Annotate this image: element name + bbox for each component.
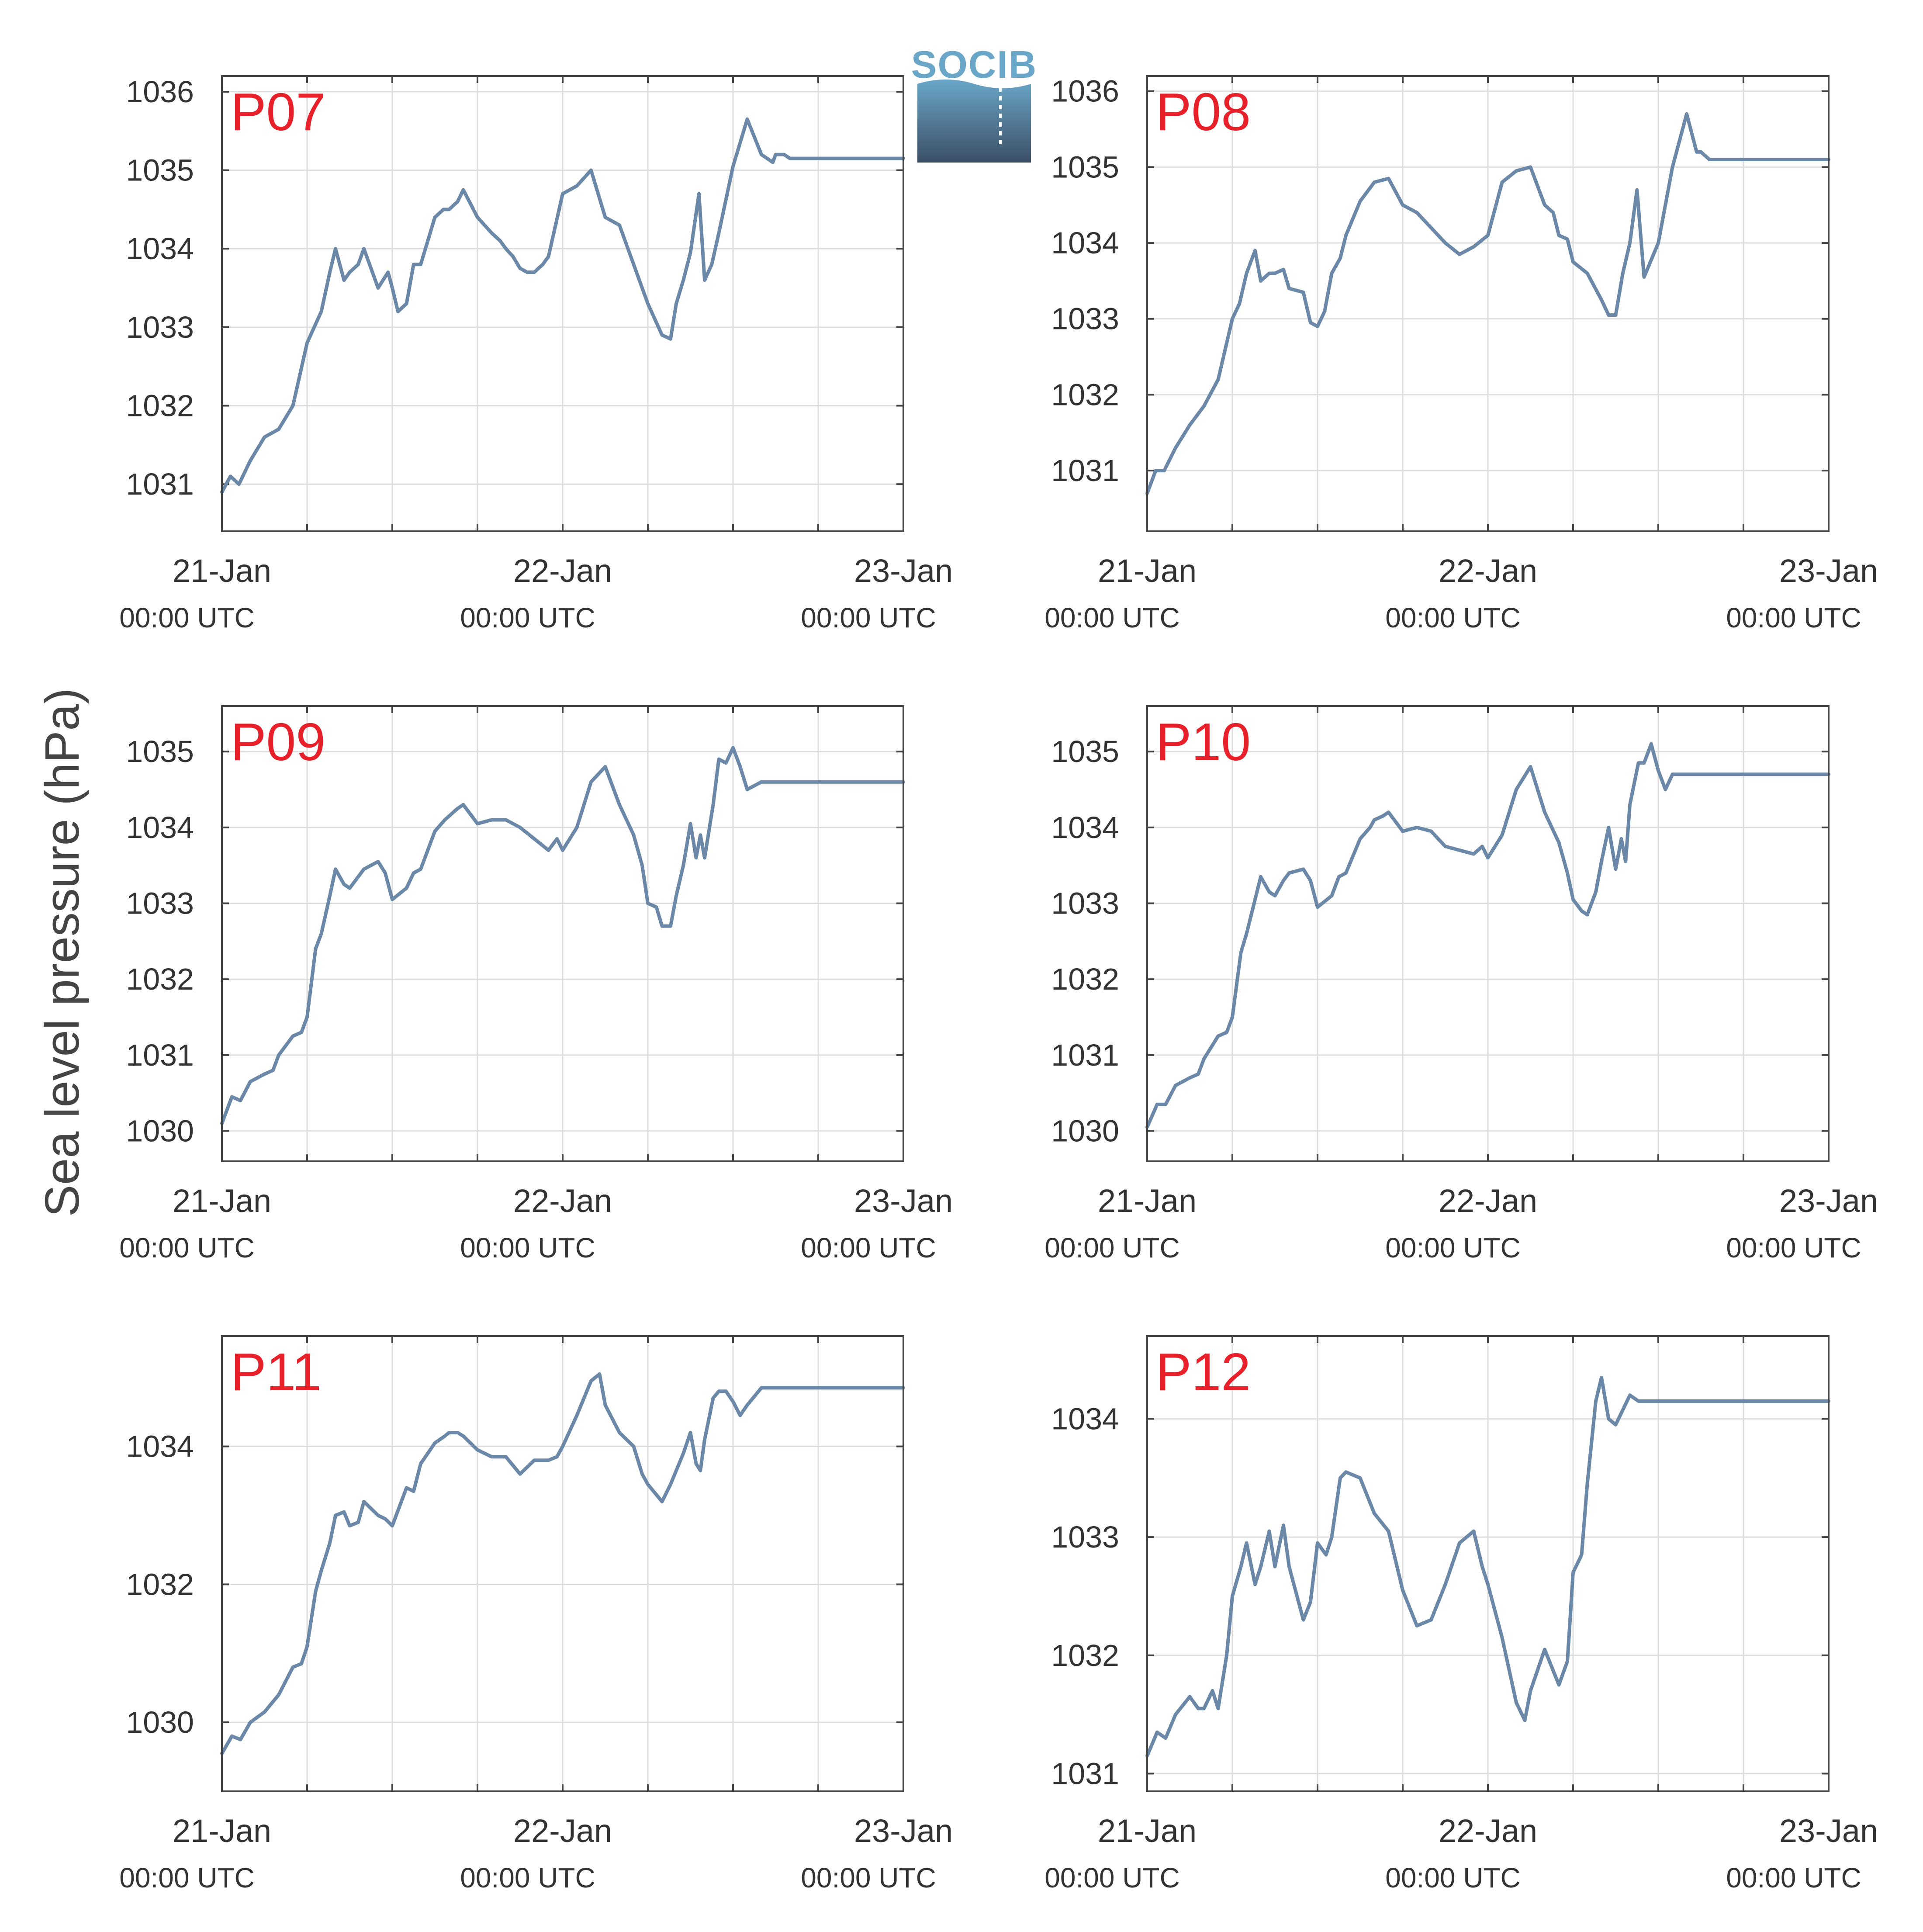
y-tick-label: 1034 [1051, 1402, 1119, 1436]
x-tick-date-label: 23-Jan [854, 553, 953, 589]
x-tick-date-label: 22-Jan [513, 1813, 612, 1849]
y-tick-label: 1032 [1051, 377, 1119, 412]
y-tick-label: 1033 [1051, 302, 1119, 336]
y-tick-label: 1035 [1051, 734, 1119, 769]
x-tick-time-label: 00:00 UTC [119, 602, 254, 634]
y-tick-label: 1032 [126, 1567, 194, 1601]
y-tick-label: 1035 [1051, 150, 1119, 184]
y-tick-label: 1031 [126, 467, 194, 501]
x-tick-time-label: 00:00 UTC [119, 1232, 254, 1264]
y-tick-label: 1034 [1051, 810, 1119, 845]
station-label: P12 [1156, 1342, 1251, 1402]
y-tick-label: 1036 [1051, 74, 1119, 108]
pressure-series-line [220, 1372, 905, 1755]
station-label: P09 [231, 712, 325, 772]
x-tick-time-label: 00:00 UTC [119, 1862, 254, 1894]
x-tick-time-label: 00:00 UTC [1385, 602, 1520, 634]
y-tick-label: 1034 [126, 810, 194, 845]
y-tick-label: 1033 [126, 310, 194, 344]
y-tick-label: 1036 [126, 75, 194, 109]
x-tick-date-label: 21-Jan [173, 553, 271, 589]
x-tick-date-label: 21-Jan [1098, 553, 1197, 589]
panel-p07: 1031 1032 1033 1034 1035 1036 P07 21-Jan 00:00 U… [119, 75, 953, 634]
y-tick-label: 1030 [1051, 1114, 1119, 1148]
station-label: P11 [231, 1342, 322, 1402]
y-axis-label: Sea level pressure (hPa) [35, 688, 89, 1217]
axes-frame [221, 705, 904, 1162]
x-tick-date-label: 23-Jan [854, 1183, 953, 1219]
x-tick-date-label: 23-Jan [1779, 1183, 1878, 1219]
y-tick-label: 1033 [1051, 1520, 1119, 1554]
x-tick-time-label: 00:00 UTC [801, 1862, 936, 1894]
socib-logo: SOCIB [911, 43, 1038, 163]
y-tick-label: 1033 [1051, 886, 1119, 921]
x-tick-date-label: 22-Jan [513, 1183, 612, 1219]
x-tick-time-label: 00:00 UTC [801, 1232, 936, 1264]
pressure-series-line [1145, 742, 1830, 1129]
axes-frame [221, 75, 904, 532]
pressure-series-line [220, 117, 905, 494]
pressure-series-line [220, 746, 905, 1125]
y-tick-label: 1034 [126, 232, 194, 266]
x-tick-time-label: 00:00 UTC [1045, 1862, 1179, 1894]
y-tick-label: 1030 [126, 1114, 194, 1148]
x-tick-date-label: 21-Jan [1098, 1183, 1197, 1219]
station-label: P08 [1156, 82, 1251, 142]
x-tick-date-label: 22-Jan [1439, 553, 1537, 589]
x-tick-date-label: 23-Jan [854, 1813, 953, 1849]
y-tick-label: 1035 [126, 153, 194, 187]
axes-frame [1146, 1335, 1830, 1792]
x-tick-date-label: 21-Jan [173, 1183, 271, 1219]
y-tick-label: 1034 [126, 1430, 194, 1464]
y-tick-label: 1031 [1051, 1756, 1119, 1790]
x-tick-time-label: 00:00 UTC [460, 1862, 595, 1894]
socib-logo-text: SOCIB [911, 43, 1038, 86]
y-tick-label: 1032 [1051, 1638, 1119, 1672]
y-tick-label: 1033 [126, 886, 194, 921]
x-tick-time-label: 00:00 UTC [1726, 602, 1861, 634]
x-tick-date-label: 22-Jan [1439, 1183, 1537, 1219]
x-tick-time-label: 00:00 UTC [460, 1232, 595, 1264]
y-tick-label: 1031 [1051, 454, 1119, 488]
pressure-series-line [1145, 112, 1830, 495]
x-tick-time-label: 00:00 UTC [1726, 1232, 1861, 1264]
y-tick-label: 1031 [1051, 1038, 1119, 1072]
y-tick-label: 1032 [1051, 962, 1119, 996]
x-tick-time-label: 00:00 UTC [1385, 1862, 1520, 1894]
y-tick-label: 1031 [126, 1038, 194, 1072]
panel-p09: 1030 1031 1032 1033 1034 1035 P09 21-Jan 00:00 U… [119, 705, 953, 1264]
y-tick-label: 1032 [126, 962, 194, 996]
x-tick-date-label: 21-Jan [173, 1813, 271, 1849]
x-tick-time-label: 00:00 UTC [1045, 602, 1179, 634]
panel-p10: 1030 1031 1032 1033 1034 1035 P10 21-Jan 00:00 U… [1045, 705, 1878, 1264]
x-tick-time-label: 00:00 UTC [460, 602, 595, 634]
x-tick-date-label: 23-Jan [1779, 1813, 1878, 1849]
x-tick-date-label: 22-Jan [513, 553, 612, 589]
x-tick-time-label: 00:00 UTC [1726, 1862, 1861, 1894]
panels: 1031 1032 1033 1034 1035 1036 P07 21-Jan 00:00 U… [119, 74, 1878, 1894]
y-tick-label: 1034 [1051, 226, 1119, 260]
station-label: P10 [1156, 712, 1251, 772]
station-label: P07 [231, 82, 325, 142]
axes-frame [221, 1335, 904, 1792]
y-tick-label: 1032 [126, 389, 194, 423]
axes-frame [1146, 75, 1830, 532]
x-tick-time-label: 00:00 UTC [1385, 1232, 1520, 1264]
x-tick-date-label: 21-Jan [1098, 1813, 1197, 1849]
x-tick-time-label: 00:00 UTC [1045, 1232, 1179, 1264]
panel-p08: 1031 1032 1033 1034 1035 1036 P08 21-Jan 00:00 U… [1045, 74, 1878, 634]
panel-p11: 1030 1032 1034 P11 21-Jan 00:00 UTC 22-Jan 00:0… [119, 1335, 953, 1894]
socib-logo-wave [917, 80, 1031, 163]
x-tick-date-label: 23-Jan [1779, 553, 1878, 589]
pressure-series-line [1145, 1375, 1830, 1758]
x-tick-date-label: 22-Jan [1439, 1813, 1537, 1849]
x-tick-time-label: 00:00 UTC [801, 602, 936, 634]
panel-p12: 1031 1032 1033 1034 P12 21-Jan 00:00 UTC 22-Jan… [1045, 1335, 1878, 1894]
y-tick-label: 1035 [126, 734, 194, 769]
axes-frame [1146, 705, 1830, 1162]
y-tick-label: 1030 [126, 1705, 194, 1739]
